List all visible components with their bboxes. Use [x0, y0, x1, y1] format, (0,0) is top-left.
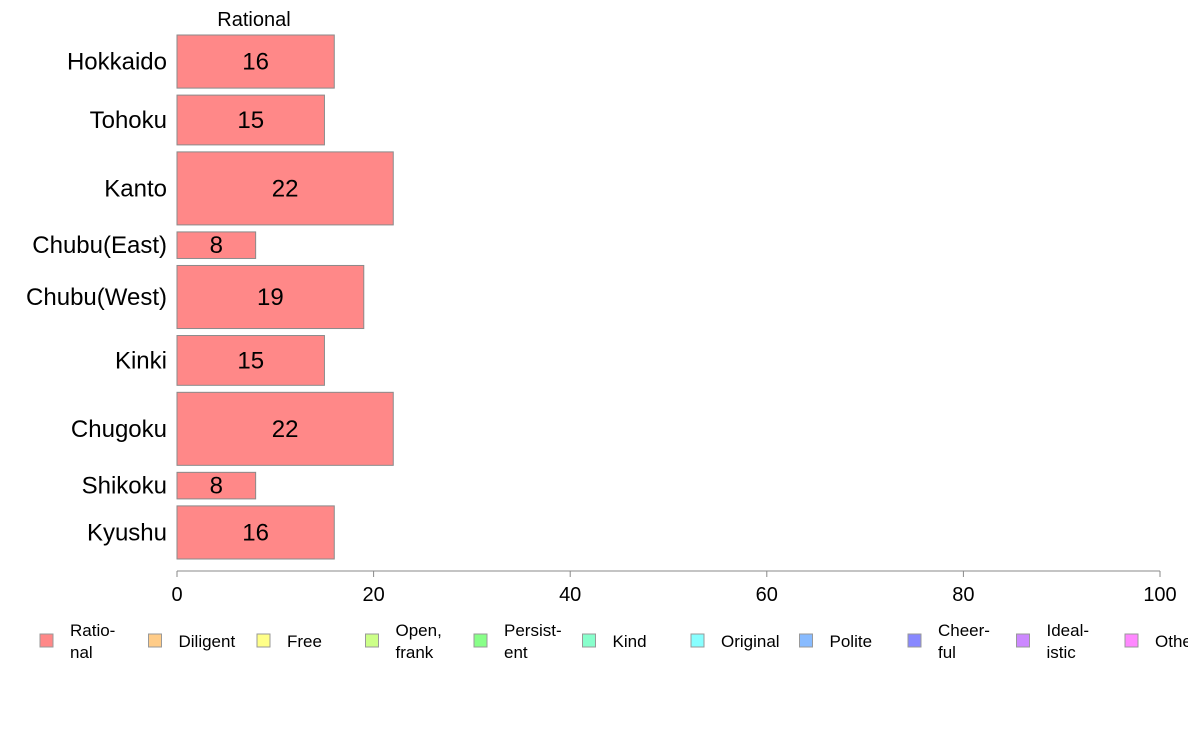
- legend-swatch: [148, 633, 162, 648]
- x-tick-label: 40: [559, 584, 581, 606]
- bar-tohoku: [176, 94, 325, 146]
- category-label: Chubu(East): [32, 232, 167, 259]
- legend-label-line2: ent: [504, 643, 528, 662]
- legend-swatch: [365, 633, 379, 648]
- legend-swatch: [582, 633, 596, 648]
- x-tick-label: 80: [952, 584, 974, 606]
- bar-shikoku: [176, 471, 257, 500]
- data-label: 22: [272, 175, 299, 202]
- legend-label: Other: [1155, 632, 1188, 651]
- legend-label-line2: frank: [396, 643, 434, 662]
- column-header: Rational: [217, 9, 290, 31]
- data-label: 15: [237, 107, 264, 134]
- category-label: Kyushu: [87, 519, 167, 546]
- legend-swatch: [473, 633, 488, 648]
- legend-label-line2: nal: [70, 643, 93, 662]
- category-label: Tohoku: [90, 107, 167, 134]
- bar-chugoku: [176, 391, 394, 466]
- legend-swatch: [256, 633, 271, 648]
- category-label: Chugoku: [71, 416, 167, 443]
- x-tick-label: 60: [756, 584, 778, 606]
- x-tick-label: 0: [171, 584, 182, 606]
- bar-kinki: [176, 335, 325, 386]
- data-label: 22: [272, 416, 299, 443]
- legend-label-line1: Persist-: [504, 621, 562, 640]
- legend-swatch: [39, 633, 54, 648]
- data-label: 15: [237, 347, 264, 374]
- category-label: Shikoku: [82, 473, 167, 500]
- bar-chubu-west-: [176, 264, 365, 330]
- legend-label-line1: Cheer-: [938, 621, 990, 640]
- x-tick-label: 20: [362, 584, 384, 606]
- legend-label-line1: Ratio-: [70, 621, 115, 640]
- x-tick-label: 100: [1143, 584, 1176, 606]
- legend-label-line2: ful: [938, 643, 956, 662]
- bar-hokkaido: [176, 34, 335, 89]
- data-label: 16: [242, 519, 269, 546]
- legend-label-line1: Ideal-: [1047, 621, 1090, 640]
- legend-label: Free: [287, 632, 322, 651]
- data-label: 8: [210, 232, 223, 259]
- legend-label-line2: istic: [1047, 643, 1077, 662]
- legend-swatch: [799, 633, 813, 648]
- category-label: Hokkaido: [67, 49, 167, 76]
- legend-label: Diligent: [179, 632, 236, 651]
- data-label: 16: [242, 49, 269, 76]
- legend-label: Kind: [613, 632, 647, 651]
- bar-kyushu: [176, 505, 335, 560]
- legend-swatch: [1124, 633, 1139, 648]
- data-label: 8: [210, 473, 223, 500]
- data-label: 19: [257, 284, 284, 311]
- category-label: Chubu(West): [26, 284, 167, 311]
- bar-kanto: [176, 151, 394, 226]
- category-label: Kinki: [115, 347, 167, 374]
- category-label: Kanto: [104, 175, 167, 202]
- legend-label: Polite: [830, 632, 873, 651]
- legend-label: Original: [721, 632, 780, 651]
- bar-chubu-east-: [176, 231, 257, 259]
- legend-swatch: [1016, 633, 1030, 648]
- legend-swatch: [907, 633, 922, 648]
- legend-label-line1: Open,: [396, 621, 442, 640]
- legend-swatch: [690, 633, 705, 648]
